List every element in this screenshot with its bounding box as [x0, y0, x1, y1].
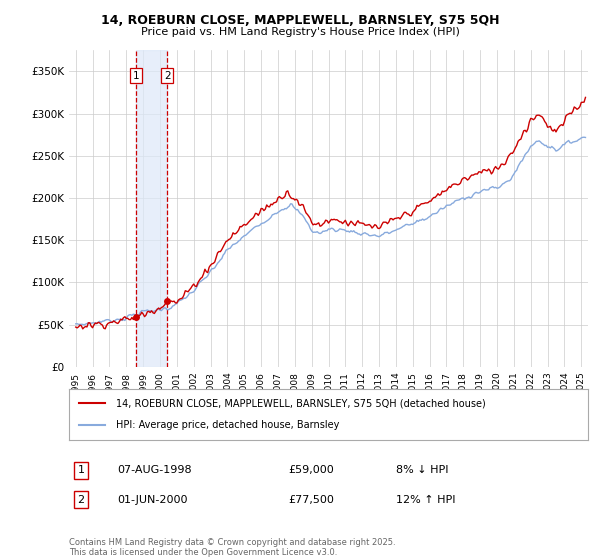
Text: 1: 1 — [77, 465, 85, 475]
Text: 8% ↓ HPI: 8% ↓ HPI — [396, 465, 449, 475]
Text: 2: 2 — [164, 71, 170, 81]
Text: Contains HM Land Registry data © Crown copyright and database right 2025.
This d: Contains HM Land Registry data © Crown c… — [69, 538, 395, 557]
Bar — [136, 50, 167, 367]
Text: 14, ROEBURN CLOSE, MAPPLEWELL, BARNSLEY, S75 5QH (detached house): 14, ROEBURN CLOSE, MAPPLEWELL, BARNSLEY,… — [116, 398, 485, 408]
Text: £77,500: £77,500 — [288, 494, 334, 505]
Text: 1: 1 — [133, 71, 140, 81]
Text: 12% ↑ HPI: 12% ↑ HPI — [396, 494, 455, 505]
Text: 2: 2 — [77, 494, 85, 505]
Text: Price paid vs. HM Land Registry's House Price Index (HPI): Price paid vs. HM Land Registry's House … — [140, 27, 460, 38]
Text: 14, ROEBURN CLOSE, MAPPLEWELL, BARNSLEY, S75 5QH: 14, ROEBURN CLOSE, MAPPLEWELL, BARNSLEY,… — [101, 14, 499, 27]
Text: 07-AUG-1998: 07-AUG-1998 — [117, 465, 191, 475]
Text: HPI: Average price, detached house, Barnsley: HPI: Average price, detached house, Barn… — [116, 421, 339, 431]
Text: £59,000: £59,000 — [288, 465, 334, 475]
Text: 01-JUN-2000: 01-JUN-2000 — [117, 494, 187, 505]
